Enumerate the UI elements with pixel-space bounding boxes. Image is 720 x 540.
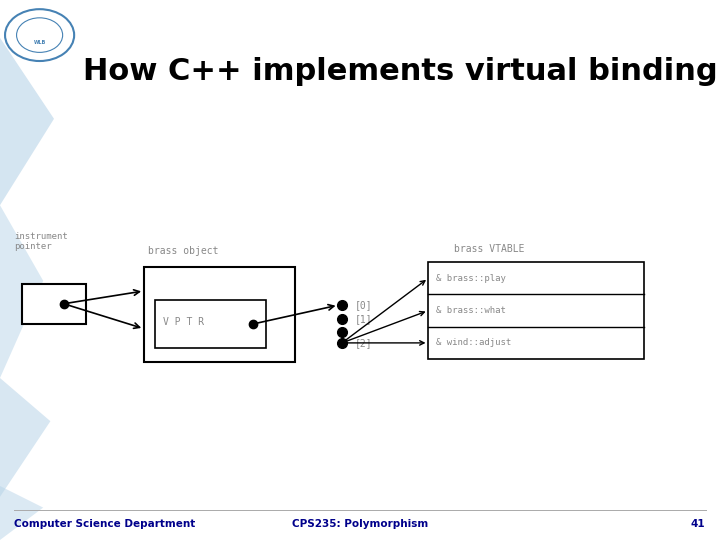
Polygon shape — [0, 486, 43, 540]
Text: [2]: [2] — [355, 338, 372, 348]
Text: How C++ implements virtual binding: How C++ implements virtual binding — [83, 57, 717, 86]
Bar — [428, 262, 644, 359]
Text: & wind::adjust: & wind::adjust — [436, 339, 511, 347]
Text: brass VTABLE: brass VTABLE — [454, 244, 525, 254]
Polygon shape — [0, 378, 50, 497]
Text: 41: 41 — [691, 519, 706, 529]
Polygon shape — [0, 205, 43, 378]
Text: WLB: WLB — [33, 39, 46, 45]
Text: [0]: [0] — [355, 300, 372, 310]
Polygon shape — [0, 38, 54, 205]
Bar — [155, 300, 266, 348]
Text: brass object: brass object — [148, 246, 219, 256]
Text: & brass::what: & brass::what — [436, 306, 505, 315]
Text: [1]: [1] — [355, 314, 372, 323]
Text: Computer Science Department: Computer Science Department — [14, 519, 196, 529]
Text: instrument
pointer: instrument pointer — [14, 232, 68, 251]
Text: & brass::play: & brass::play — [436, 274, 505, 282]
Circle shape — [17, 18, 63, 52]
Circle shape — [5, 9, 74, 61]
Bar — [22, 284, 86, 324]
Text: CPS235: Polymorphism: CPS235: Polymorphism — [292, 519, 428, 529]
Text: V P T R: V P T R — [163, 318, 204, 327]
Bar — [144, 267, 295, 362]
